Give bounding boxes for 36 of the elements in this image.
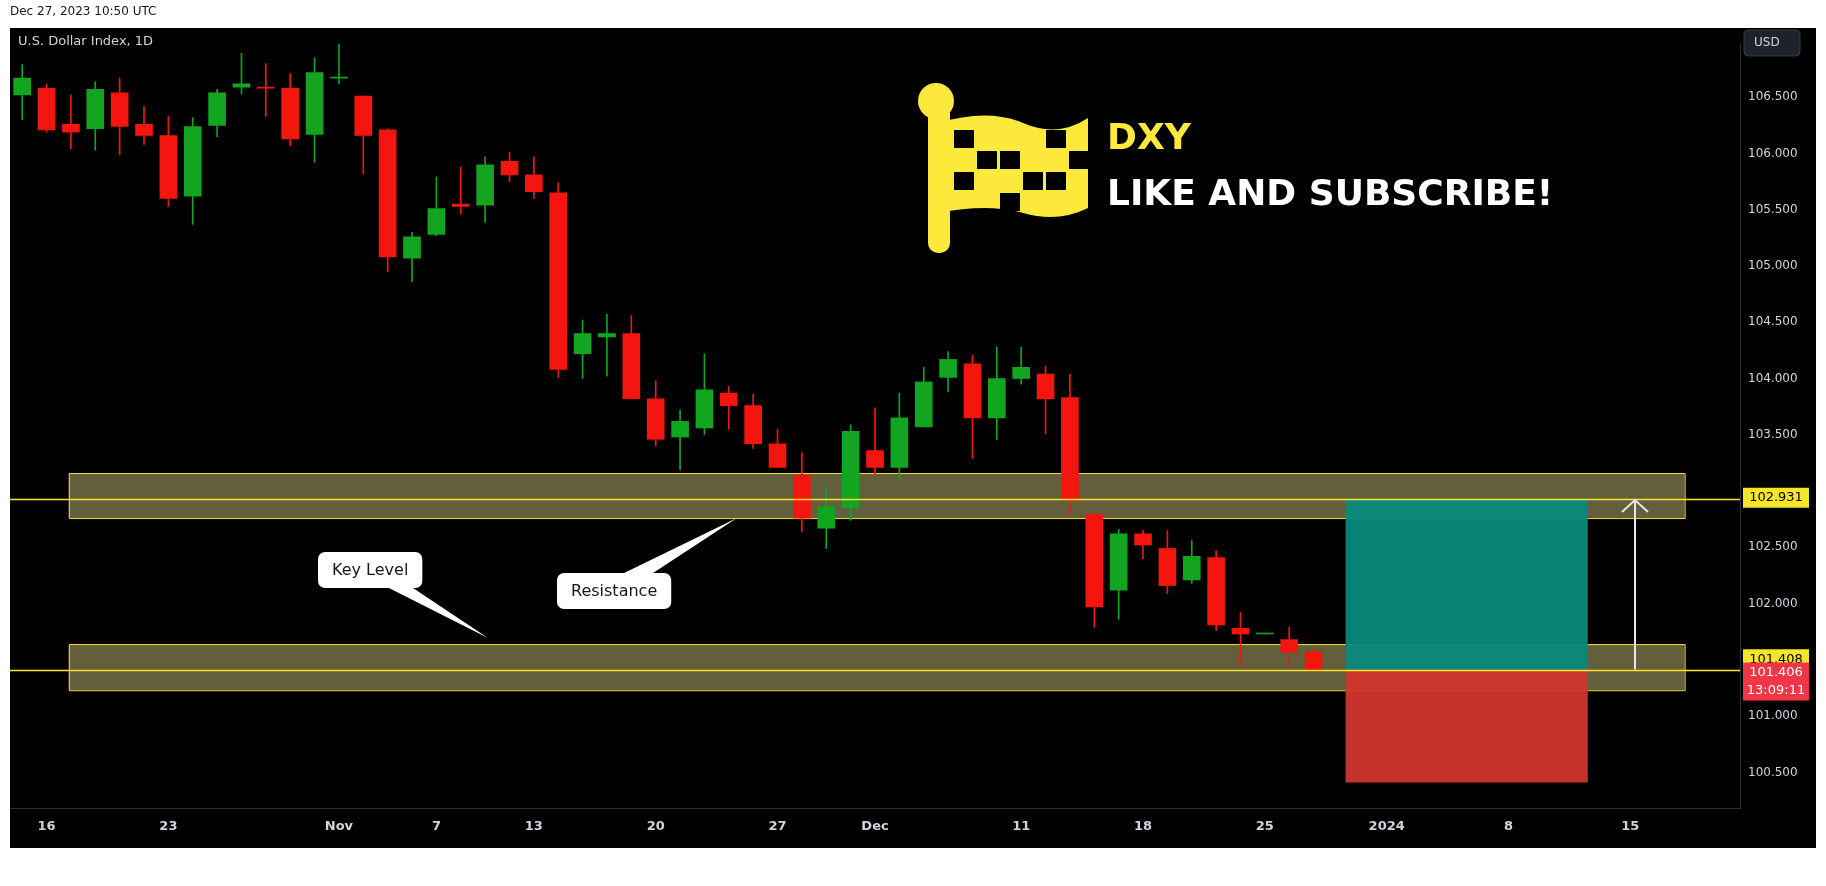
x-tick-label: 16 xyxy=(37,817,56,833)
ref-line-label: 101.406 xyxy=(1749,663,1803,679)
x-tick-label: 7 xyxy=(431,817,441,833)
x-tick-label: 23 xyxy=(159,817,178,833)
y-tick-label: 105.000 xyxy=(1748,258,1798,273)
text: 13:09:11 xyxy=(1746,681,1806,697)
y-tick-label: 105.500 xyxy=(1748,201,1798,216)
x-tick-label: 27 xyxy=(768,817,787,833)
x-tick-label: Nov xyxy=(324,817,354,833)
chart-title: U.S. Dollar Index, 1D xyxy=(18,33,154,49)
y-tick-label: 102.500 xyxy=(1748,539,1798,554)
ref-line-label: 102.931 xyxy=(1749,489,1803,505)
annotation: Resistance xyxy=(571,581,658,601)
y-tick-label: 100.500 xyxy=(1748,764,1798,779)
y-tick-label: 106.500 xyxy=(1748,89,1798,104)
y-tick-label: 102.000 xyxy=(1748,595,1798,610)
y-tick-label: 103.500 xyxy=(1748,426,1798,441)
annotation: LIKE AND SUBSCRIBE! xyxy=(1107,172,1554,214)
x-tick-label: 15 xyxy=(1621,817,1640,833)
x-tick-label: 18 xyxy=(1133,817,1153,833)
y-tick-label: 106.000 xyxy=(1748,145,1798,160)
y-tick-label: 104.500 xyxy=(1748,314,1798,329)
x-tick-label: 2024 xyxy=(1368,817,1405,833)
x-tick-label: 25 xyxy=(1255,817,1274,833)
x-tick-label: 13 xyxy=(524,817,543,833)
x-tick-label: 20 xyxy=(646,817,665,833)
annotation: Key Level xyxy=(332,560,409,580)
annotation: DXY xyxy=(1107,116,1192,158)
y-tick-label: 104.000 xyxy=(1748,370,1798,385)
ref-line-label: 101.408 xyxy=(1749,650,1803,666)
y-tick-label: 101.000 xyxy=(1748,708,1798,723)
y-axis-title: USD xyxy=(1754,35,1780,50)
x-tick-label: 8 xyxy=(1504,817,1514,833)
chart-subtitle: Dec 27, 2023 10:50 UTC xyxy=(10,4,157,18)
x-tick-label: 11 xyxy=(1012,817,1031,833)
x-tick-label: Dec xyxy=(861,817,889,833)
